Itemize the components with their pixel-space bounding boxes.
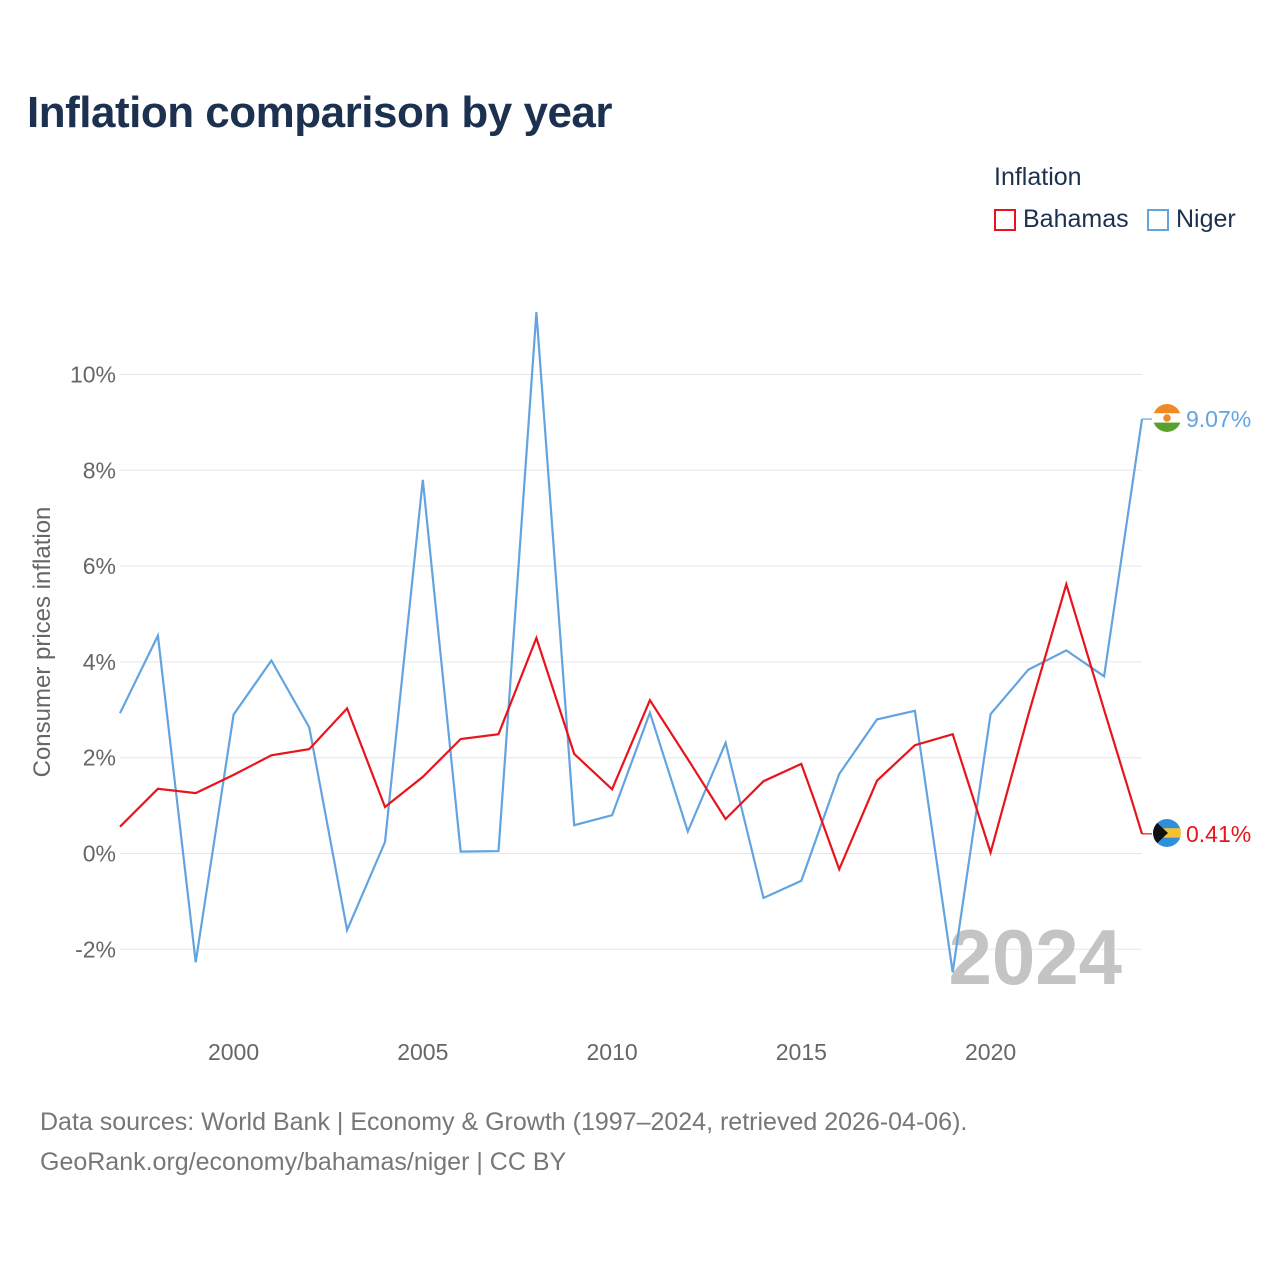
x-tick-label: 2015 (776, 1039, 827, 1065)
legend-swatch-niger (1147, 208, 1169, 231)
y-tick-label: -2% (75, 936, 116, 962)
source-link[interactable]: GeoRank.org/economy/bahamas/niger | CC B… (40, 1148, 567, 1176)
legend-label-niger: Niger (1176, 205, 1236, 233)
legend-item-bahamas[interactable]: Bahamas (994, 205, 1129, 234)
end-value-label-niger: 9.07% (1186, 406, 1251, 432)
x-tick-label: 2000 (208, 1039, 259, 1065)
x-tick-label: 2020 (965, 1039, 1016, 1065)
series-line-niger[interactable] (119, 312, 1144, 973)
y-tick-label: 8% (83, 457, 116, 483)
source-note: Data sources: World Bank | Economy & Gro… (40, 1108, 968, 1136)
y-tick-label: 0% (83, 841, 116, 867)
bahamas-flag-icon (1153, 819, 1181, 847)
x-axis-ticks: 2000 2005 2010 2015 2020 (208, 1039, 1016, 1065)
y-axis-title: Consumer prices inflation (29, 507, 56, 778)
x-tick-label: 2005 (397, 1039, 448, 1065)
end-value-label-bahamas: 0.41% (1186, 821, 1251, 847)
y-axis-ticks: -2% 0% 2% 4% 6% 8% 10% (70, 362, 116, 963)
legend-swatch-bahamas (994, 208, 1016, 231)
grid-lines (120, 374, 1142, 950)
x-tick-label: 2010 (586, 1039, 637, 1065)
y-tick-label: 10% (70, 362, 116, 388)
current-year-watermark: 2024 (948, 913, 1122, 1001)
series-lines (119, 312, 1144, 973)
y-tick-label: 6% (83, 553, 116, 579)
chart-title: Inflation comparison by year (27, 88, 613, 137)
y-tick-label: 4% (83, 649, 116, 675)
legend-item-niger[interactable]: Niger (1147, 205, 1236, 234)
legend-title: Inflation (994, 163, 1082, 191)
series-end-markers: 9.07% 0.41% (1142, 404, 1251, 847)
legend-label-bahamas: Bahamas (1023, 205, 1129, 233)
series-line-bahamas[interactable] (119, 580, 1144, 873)
y-tick-label: 2% (83, 745, 116, 771)
niger-flag-icon (1153, 404, 1181, 432)
